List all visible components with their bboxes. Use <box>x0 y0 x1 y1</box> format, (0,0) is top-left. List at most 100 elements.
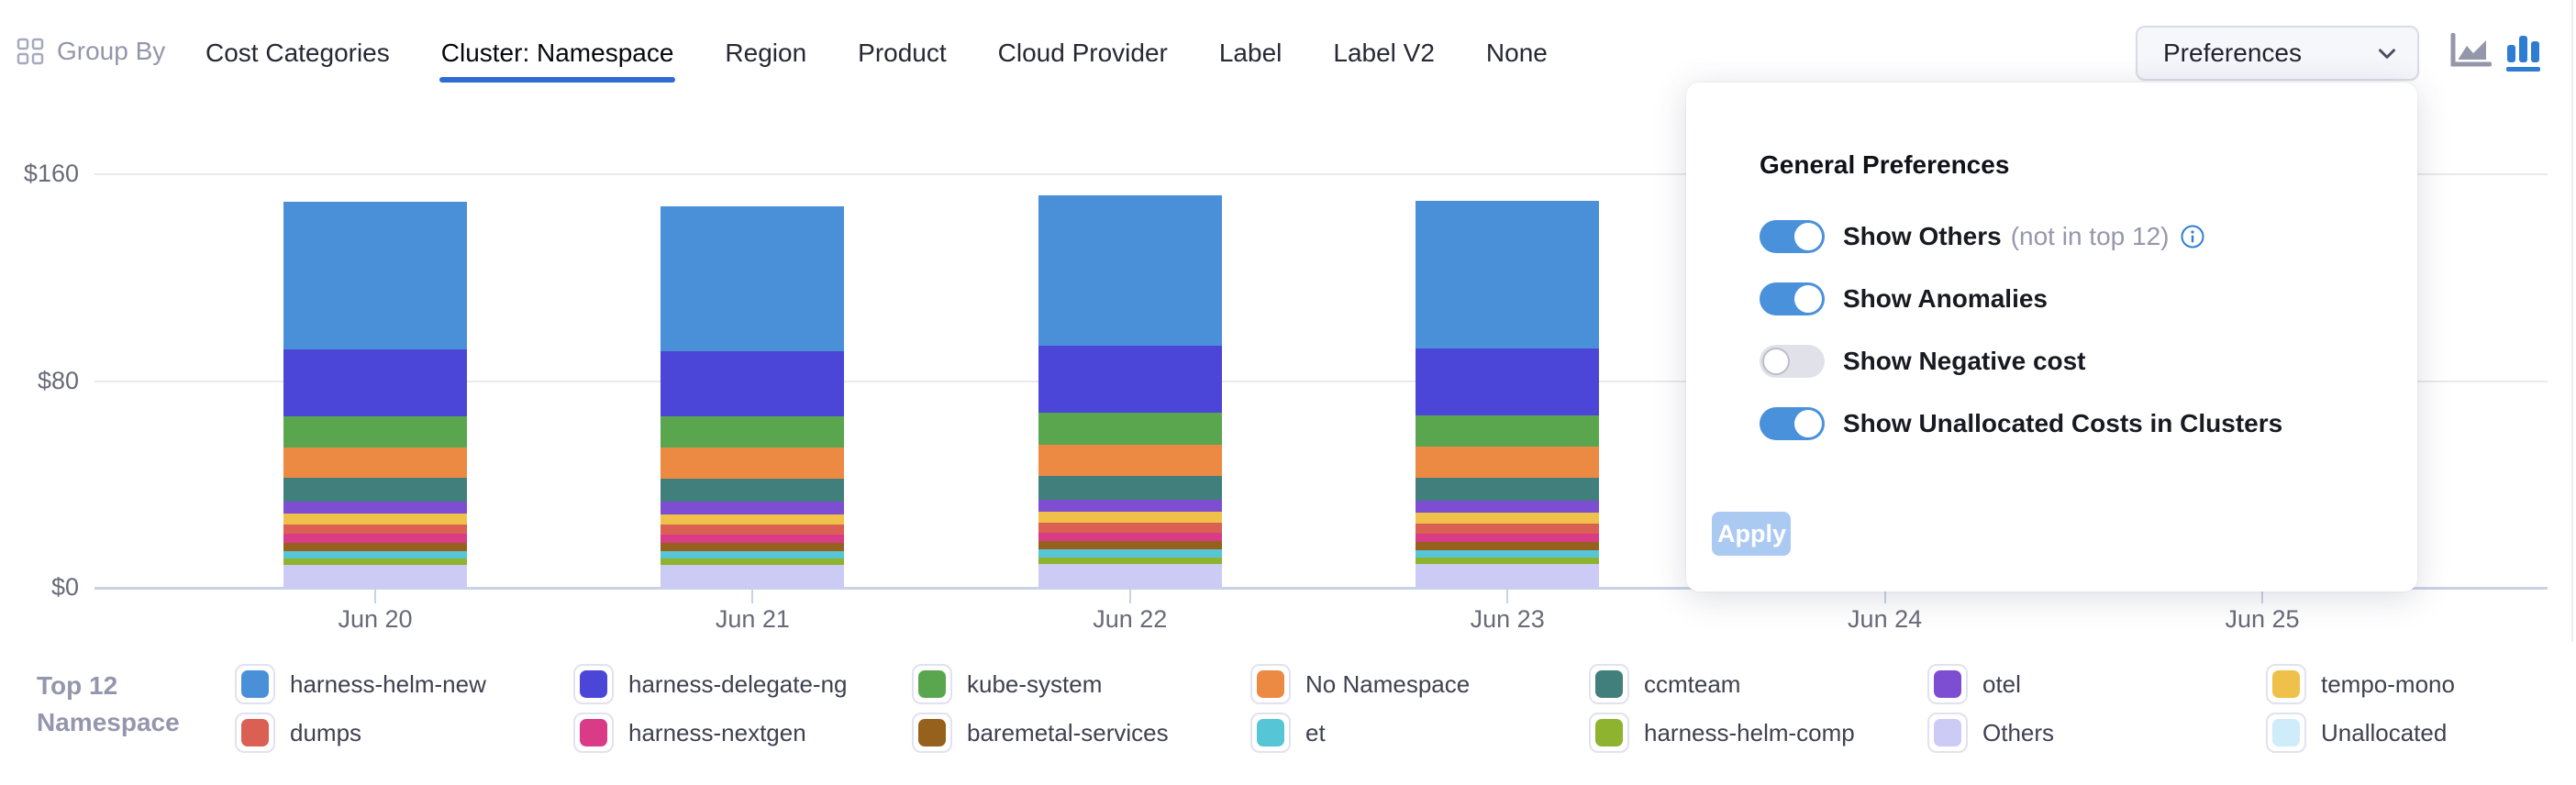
bar-segment-harness-delegate-ng[interactable] <box>1038 345 1222 414</box>
bar-segment-tempo-mono[interactable] <box>1038 511 1222 523</box>
bar-segment-et[interactable] <box>1038 549 1222 558</box>
legend-item-harness-helm-new[interactable]: harness-helm-new <box>235 664 486 704</box>
apply-button[interactable]: Apply <box>1712 512 1791 556</box>
bar-segment-dumps[interactable] <box>1038 522 1222 533</box>
x-axis-tick <box>1883 589 1886 603</box>
toggle-knob <box>1794 223 1822 250</box>
bar-segment-harness-helm-new[interactable] <box>283 201 467 349</box>
bar-segment-dumps[interactable] <box>1416 524 1600 534</box>
tab-cloud-provider[interactable]: Cloud Provider <box>997 39 1168 67</box>
legend-item-harness-helm-comp[interactable]: harness-helm-comp <box>1589 713 1855 753</box>
bar-segment-otel[interactable] <box>283 501 467 514</box>
bar-segment-ccmteam[interactable] <box>1416 477 1600 501</box>
bar-segment-et[interactable] <box>283 550 467 558</box>
legend-item-others[interactable]: Others <box>1927 713 2054 753</box>
bar-segment-harness-nextgen[interactable] <box>1416 533 1600 543</box>
info-icon[interactable] <box>2180 224 2205 249</box>
toggle-show-negative-cost-off[interactable] <box>1760 345 1825 378</box>
tab-cost-categories[interactable]: Cost Categories <box>205 39 390 67</box>
bar-segment-no-namespace[interactable] <box>283 447 467 479</box>
legend-label: Unallocated <box>2321 718 2448 746</box>
bar-segment-harness-delegate-ng[interactable] <box>1416 348 1600 415</box>
tab-label[interactable]: Label <box>1218 39 1282 67</box>
bar-segment-dumps[interactable] <box>283 524 467 535</box>
bar-segment-kube-system[interactable] <box>1038 413 1222 446</box>
tab-none[interactable]: None <box>1485 39 1548 67</box>
bar-segment-others[interactable] <box>1416 563 1600 588</box>
bar-segment-harness-helm-comp[interactable] <box>1038 557 1222 564</box>
bar-segment-harness-nextgen[interactable] <box>661 534 845 544</box>
bar-segment-harness-helm-comp[interactable] <box>283 558 467 565</box>
bar-segment-otel[interactable] <box>661 502 845 514</box>
bar-segment-kube-system[interactable] <box>283 415 467 448</box>
bar-segment-baremetal-services[interactable] <box>1416 542 1600 551</box>
legend-label: ccmteam <box>1644 669 1741 698</box>
legend-label: harness-helm-new <box>290 669 486 698</box>
legend-swatch <box>2266 664 2306 704</box>
area-chart-toggle[interactable] <box>2449 33 2492 70</box>
bar-segment-baremetal-services[interactable] <box>661 543 845 552</box>
toggle-show-others-on[interactable] <box>1760 220 1825 253</box>
bar-segment-et[interactable] <box>661 551 845 559</box>
bar-segment-otel[interactable] <box>1038 499 1222 512</box>
toggle-show-anomalies-on[interactable] <box>1760 282 1825 315</box>
bar-segment-no-namespace[interactable] <box>661 448 845 479</box>
bar-segment-harness-helm-new[interactable] <box>661 205 845 351</box>
bar-segment-tempo-mono[interactable] <box>283 514 467 525</box>
bar-segment-harness-delegate-ng[interactable] <box>661 350 845 417</box>
preferences-toggle-list: Show Others (not in top 12) Show Anomalies… <box>1760 205 2390 455</box>
y-axis-label: $0 <box>50 573 79 601</box>
bar-segment-tempo-mono[interactable] <box>1416 513 1600 525</box>
legend-item-otel[interactable]: otel <box>1927 664 2021 704</box>
bar-segment-harness-helm-comp[interactable] <box>1416 558 1600 564</box>
legend-item-tempo-mono[interactable]: tempo-mono <box>2266 664 2455 704</box>
legend-item-harness-nextgen[interactable]: harness-nextgen <box>573 713 806 753</box>
legend-item-ccmteam[interactable]: ccmteam <box>1589 664 1740 704</box>
bar-segment-baremetal-services[interactable] <box>1038 541 1222 550</box>
bar-segment-harness-helm-comp[interactable] <box>661 558 845 566</box>
bar-segment-harness-nextgen[interactable] <box>283 534 467 543</box>
bar-segment-no-namespace[interactable] <box>1416 446 1600 478</box>
preferences-label: Preferences <box>2163 39 2302 67</box>
bar-segment-otel[interactable] <box>1416 500 1600 514</box>
bar-segment-harness-delegate-ng[interactable] <box>283 348 467 416</box>
gridline-80 <box>94 380 2548 382</box>
bar-chart-toggle[interactable] <box>2504 33 2543 72</box>
legend-item-harness-delegate-ng[interactable]: harness-delegate-ng <box>573 664 848 704</box>
legend-item-kube-system[interactable]: kube-system <box>912 664 1102 704</box>
legend-item-no-namespace[interactable]: No Namespace <box>1250 664 1470 704</box>
tab-region[interactable]: Region <box>725 39 807 67</box>
bar-segment-ccmteam[interactable] <box>661 479 845 503</box>
bar-segment-kube-system[interactable] <box>1416 415 1600 447</box>
tab-cluster-namespace[interactable]: Cluster: Namespace <box>439 39 676 83</box>
toggle-show-unallocated-costs-in-clusters-on[interactable] <box>1760 407 1825 440</box>
bar-segment-no-namespace[interactable] <box>1038 445 1222 477</box>
bar-segment-kube-system[interactable] <box>661 416 845 448</box>
bar-segment-others[interactable] <box>1038 563 1222 588</box>
legend-item-dumps[interactable]: dumps <box>235 713 361 753</box>
gridline-160 <box>94 173 2548 175</box>
bar-segment-others[interactable] <box>283 564 467 588</box>
tab-product[interactable]: Product <box>858 39 947 67</box>
toggle-label: Show Negative cost <box>1843 347 2086 375</box>
bar-segment-harness-nextgen[interactable] <box>1038 532 1222 542</box>
bar-segment-dumps[interactable] <box>661 525 845 535</box>
tab-label-v2[interactable]: Label V2 <box>1333 39 1435 67</box>
legend-item-unallocated[interactable]: Unallocated <box>2266 713 2447 753</box>
legend-swatch <box>1927 713 1968 753</box>
bar-segment-et[interactable] <box>1416 550 1600 558</box>
panel-edge-divider <box>2571 0 2573 642</box>
bar-segment-ccmteam[interactable] <box>283 478 467 502</box>
preferences-dropdown-button[interactable]: Preferences <box>2136 26 2419 81</box>
bar-segment-ccmteam[interactable] <box>1038 476 1222 500</box>
group-by-tabs: Cost Categories Cluster: Namespace Region P… <box>205 39 1548 83</box>
bar-segment-baremetal-services[interactable] <box>283 542 467 551</box>
bar-segment-harness-helm-new[interactable] <box>1038 195 1222 346</box>
bar-segment-others[interactable] <box>661 565 845 588</box>
legend-item-baremetal-services[interactable]: baremetal-services <box>912 713 1169 753</box>
bar-segment-tempo-mono[interactable] <box>661 514 845 525</box>
bar-segment-harness-helm-new[interactable] <box>1416 201 1600 348</box>
bar-chart-icon <box>2506 36 2540 72</box>
x-axis-tick <box>1506 589 1509 603</box>
legend-item-et[interactable]: et <box>1250 713 1326 753</box>
